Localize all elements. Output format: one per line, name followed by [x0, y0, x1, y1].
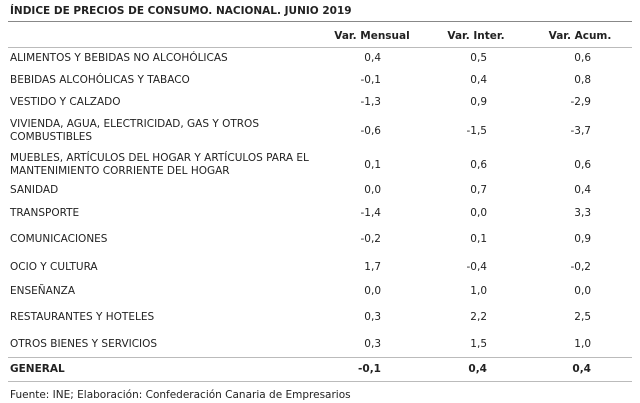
cell-value: 1,5	[470, 338, 487, 350]
row-label: RESTAURANTES Y HOTELES	[10, 311, 155, 323]
row-label: SANIDAD	[10, 184, 59, 196]
cell-value: 0,0	[364, 285, 381, 297]
cell-value: -0,1	[360, 74, 382, 86]
cell-value: 0,0	[470, 207, 487, 219]
cell-value: 1,0	[470, 285, 487, 297]
column-header: Var. Mensual	[334, 30, 410, 42]
column-header: Var. Acum.	[548, 30, 612, 42]
cell-value: 0,6	[470, 159, 487, 171]
cell-value: 0,4	[364, 52, 381, 64]
cell-value: 0,9	[574, 233, 591, 245]
row-label: TRANSPORTE	[10, 207, 80, 219]
cell-value: 0,9	[470, 96, 487, 108]
cell-value: 0,0	[574, 285, 591, 297]
rule	[8, 21, 632, 22]
row-label: ALIMENTOS Y BEBIDAS NO ALCOHÓLICAS	[10, 52, 228, 64]
row-label: BEBIDAS ALCOHÓLICAS Y TABACO	[10, 74, 190, 86]
cell-value: -3,7	[570, 125, 592, 137]
cell-value: 3,3	[574, 207, 591, 219]
rule	[8, 381, 632, 382]
cell-value: 0,0	[364, 184, 381, 196]
row-label: OCIO Y CULTURA	[10, 261, 98, 273]
rule	[8, 47, 632, 48]
cell-value: -0,6	[360, 125, 382, 137]
row-label: ENSEÑANZA	[10, 285, 76, 297]
cell-value: 0,4	[574, 184, 591, 196]
cell-value: -0,4	[466, 261, 488, 273]
row-label: VESTIDO Y CALZADO	[10, 96, 121, 108]
cell-value: 0,5	[470, 52, 487, 64]
column-header: Var. Inter.	[447, 30, 505, 42]
cell-value: 2,2	[470, 311, 487, 323]
cell-value: 0,7	[470, 184, 487, 196]
cell-value: 0,1	[470, 233, 487, 245]
cell-value: 0,6	[574, 52, 591, 64]
total-label: GENERAL	[10, 363, 65, 375]
row-label: MUEBLES, ARTÍCULOS DEL HOGAR Y ARTÍCULOS…	[10, 152, 309, 177]
row-label: COMUNICACIONES	[10, 233, 108, 245]
cell-value: 0,3	[364, 338, 381, 350]
row-label: OTROS BIENES Y SERVICIOS	[10, 338, 158, 350]
rule	[8, 357, 632, 358]
table-title: ÍNDICE DE PRECIOS DE CONSUMO. NACIONAL. …	[10, 5, 352, 17]
source-note: Fuente: INE; Elaboración: Confederación …	[10, 389, 351, 401]
cell-value: -2,9	[570, 96, 592, 108]
cell-value: 2,5	[574, 311, 591, 323]
total-value: 0,4	[572, 363, 591, 375]
cell-value: 0,4	[470, 74, 487, 86]
cell-value: 0,1	[364, 159, 381, 171]
total-value: 0,4	[468, 363, 487, 375]
cell-value: -1,3	[360, 96, 382, 108]
row-label: VIVIENDA, AGUA, ELECTRICIDAD, GAS Y OTRO…	[10, 118, 259, 143]
total-value: -0,1	[358, 363, 381, 375]
cell-value: -1,5	[466, 125, 488, 137]
cell-value: 0,3	[364, 311, 381, 323]
cell-value: 1,7	[364, 261, 381, 273]
cell-value: -0,2	[570, 261, 592, 273]
cell-value: -1,4	[360, 207, 382, 219]
cell-value: -0,2	[360, 233, 382, 245]
cell-value: 0,6	[574, 159, 591, 171]
cell-value: 1,0	[574, 338, 591, 350]
cell-value: 0,8	[574, 74, 591, 86]
